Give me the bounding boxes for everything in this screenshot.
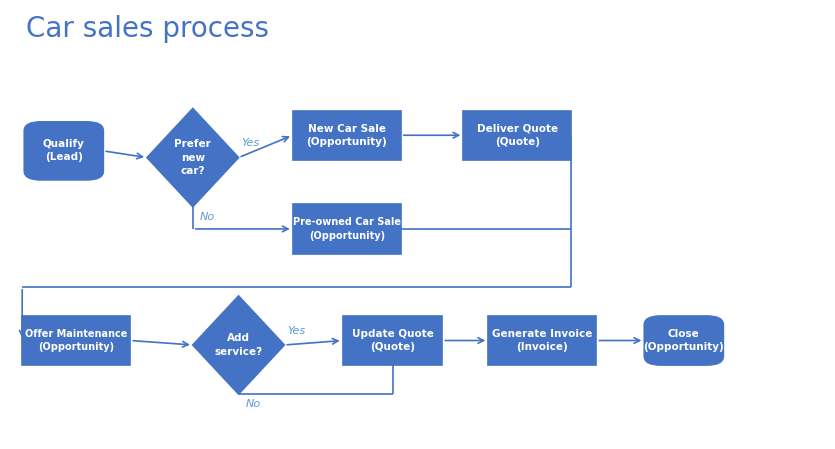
Text: Close
(Opportunity): Close (Opportunity) [644, 329, 724, 352]
Text: Add
service?: Add service? [215, 333, 263, 357]
Text: Pre-owned Car Sale
(Opportunity): Pre-owned Car Sale (Opportunity) [293, 217, 401, 241]
Text: Prefer
new
car?: Prefer new car? [175, 139, 211, 176]
Polygon shape [193, 296, 285, 394]
Text: Generate Invoice
(Invoice): Generate Invoice (Invoice) [492, 329, 593, 352]
FancyBboxPatch shape [488, 316, 596, 365]
Polygon shape [147, 109, 239, 207]
Text: Yes: Yes [241, 138, 259, 149]
Text: New Car Sale
(Opportunity): New Car Sale (Opportunity) [306, 123, 387, 147]
FancyBboxPatch shape [342, 316, 443, 365]
FancyBboxPatch shape [463, 111, 571, 160]
Text: Car sales process: Car sales process [27, 15, 270, 43]
FancyBboxPatch shape [292, 111, 401, 160]
Text: Qualify
(Lead): Qualify (Lead) [43, 139, 84, 163]
Text: Offer Maintenance
(Opportunity): Offer Maintenance (Opportunity) [25, 329, 128, 352]
FancyBboxPatch shape [23, 316, 130, 365]
Text: Deliver Quote
(Quote): Deliver Quote (Quote) [477, 123, 558, 147]
Text: Yes: Yes [287, 326, 305, 336]
FancyBboxPatch shape [24, 122, 104, 180]
Text: No: No [200, 212, 215, 222]
Text: No: No [245, 400, 261, 409]
FancyBboxPatch shape [292, 204, 401, 254]
FancyBboxPatch shape [645, 316, 723, 365]
Text: Update Quote
(Quote): Update Quote (Quote) [352, 329, 433, 352]
